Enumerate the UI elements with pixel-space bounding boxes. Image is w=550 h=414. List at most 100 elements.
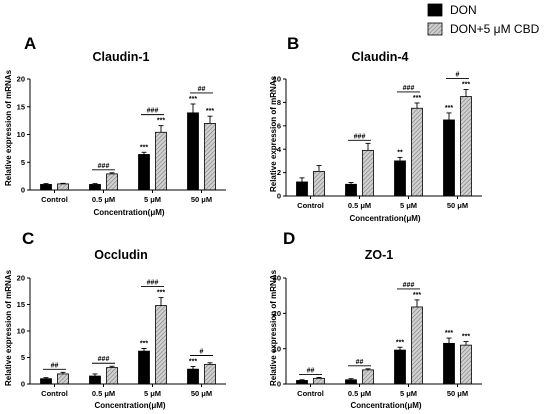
bars-layer: ###*****###******# [296, 72, 472, 197]
x-tick-label: 5 μM [400, 201, 417, 210]
significance-stars: ** [397, 149, 403, 156]
bar-don-cbd [155, 305, 167, 385]
comparison-label: # [200, 349, 204, 356]
x-tick-label: 50 μM [447, 201, 468, 210]
y-tick-label: 30 [273, 274, 281, 283]
significance-stars: *** [140, 340, 148, 347]
bar-don-cbd [313, 171, 325, 197]
bar-don-cbd [411, 306, 423, 385]
bar-don-cbd [362, 369, 374, 385]
x-axis-title: Concentration(μM) [93, 208, 164, 217]
panel-claudin-1: A Claudin-1 ###******###******## 0510152… [4, 34, 226, 217]
bar-don-cbd [362, 149, 374, 197]
y-tick-label: 15 [17, 102, 25, 111]
y-axis-title: Relative expression of mRNAs [269, 269, 278, 386]
legend: DON DON+5 μM CBD [427, 3, 540, 36]
bar-don [187, 368, 199, 385]
significance-stars: *** [206, 108, 214, 115]
bar-don [89, 375, 101, 385]
panel-occludin: C Occludin #####******###***# 05101520Co… [4, 229, 226, 410]
bars-layer: ###******###******## [40, 86, 216, 191]
significance-stars: *** [445, 330, 453, 337]
bars-layer: #####******###***# [40, 280, 216, 385]
comparison-label: ## [198, 86, 206, 93]
significance-stars: *** [189, 359, 197, 366]
bar-don [296, 380, 308, 385]
y-tick-label: 20 [17, 75, 25, 84]
significance-stars: *** [445, 105, 453, 112]
y-tick-label: 0 [21, 380, 25, 389]
y-axis-title: Relative expression of mRNAs [4, 269, 13, 386]
x-tick-label: 0.5 μM [92, 195, 115, 204]
y-tick-label: 4 [277, 145, 282, 154]
bar-don-cbd [155, 131, 167, 191]
legend-swatch-don [427, 3, 443, 17]
panel-zo-1: D ZO-1 ## ## *** *** ### *** *** 0 10 20 30 Contro… [269, 229, 482, 410]
panel-letter: D [283, 229, 295, 248]
bar-don-cbd [57, 373, 69, 385]
y-tick-label: 10 [17, 327, 25, 336]
bar-don-cbd [106, 173, 118, 191]
legend-swatch-don-cbd [427, 22, 443, 36]
panel-title: Claudin-1 [93, 50, 150, 64]
y-tick-label: 5 [21, 353, 25, 362]
bar-don [89, 184, 101, 191]
axes-layer: 0 10 20 30 Control 0.5 μM 5 μM 50 μM [273, 274, 482, 398]
bar-don [394, 160, 406, 197]
panel-letter: C [22, 229, 34, 248]
comparison-label: ## [307, 367, 315, 374]
significance-stars: *** [157, 118, 165, 125]
bar-don [138, 350, 150, 385]
bars-layer: ## ## *** *** ### *** *** [296, 282, 472, 385]
significance-stars: *** [157, 290, 165, 297]
x-tick-label: Control [297, 389, 324, 398]
y-tick-label: 20 [273, 309, 281, 318]
legend-label-don-cbd: DON+5 μM CBD [450, 22, 540, 36]
bar-don [138, 154, 150, 191]
y-axis-title: Relative expression of mRNAs [4, 69, 13, 186]
panel-title: ZO-1 [365, 248, 394, 262]
x-tick-label: 0.5 μM [92, 389, 115, 398]
x-axis-title: Concentration(μM) [350, 401, 421, 410]
comparison-label: ## [356, 359, 364, 366]
bar-don-cbd [204, 123, 216, 191]
bar-don [394, 349, 406, 385]
significance-stars: *** [413, 95, 421, 102]
bar-don [443, 342, 455, 385]
bar-don-cbd [411, 107, 423, 197]
bar-don [187, 112, 199, 191]
y-tick-label: 0 [277, 192, 281, 201]
legend-label-don: DON [450, 3, 477, 17]
x-tick-label: 50 μM [191, 389, 212, 398]
bar-don [40, 184, 52, 191]
bar-don [40, 378, 52, 385]
x-tick-label: 50 μM [191, 195, 212, 204]
x-tick-label: 5 μM [144, 389, 161, 398]
axes-layer: 0 5 10 15 20 Control 0.5 μM 5 μM 50 μM [17, 75, 226, 204]
comparison-label: ### [98, 163, 110, 170]
x-tick-label: 0.5 μM [348, 389, 371, 398]
x-tick-label: Control [41, 195, 68, 204]
y-tick-label: 8 [277, 98, 281, 107]
x-tick-label: 5 μM [144, 195, 161, 204]
comparison-label: ### [403, 282, 415, 289]
significance-stars: *** [396, 339, 404, 346]
x-tick-label: Control [297, 201, 324, 210]
y-tick-label: 2 [277, 168, 281, 177]
x-tick-label: 0.5 μM [348, 201, 371, 210]
x-axis-title: Concentration(μM) [94, 401, 165, 410]
bar-don-cbd [460, 344, 472, 385]
significance-stars: *** [140, 144, 148, 151]
bar-don [345, 183, 357, 197]
y-tick-label: 0 [21, 186, 25, 195]
bar-don [345, 379, 357, 385]
y-tick-label: 6 [277, 121, 281, 130]
significance-stars: *** [462, 82, 470, 89]
comparison-label: ## [51, 362, 59, 369]
x-tick-label: 50 μM [447, 389, 468, 398]
comparison-label: # [456, 72, 460, 79]
panel-claudin-4: B Claudin-4 ###*****###******# 0246810Co… [269, 34, 482, 223]
bar-don-cbd [57, 183, 69, 191]
bar-don [296, 181, 308, 197]
